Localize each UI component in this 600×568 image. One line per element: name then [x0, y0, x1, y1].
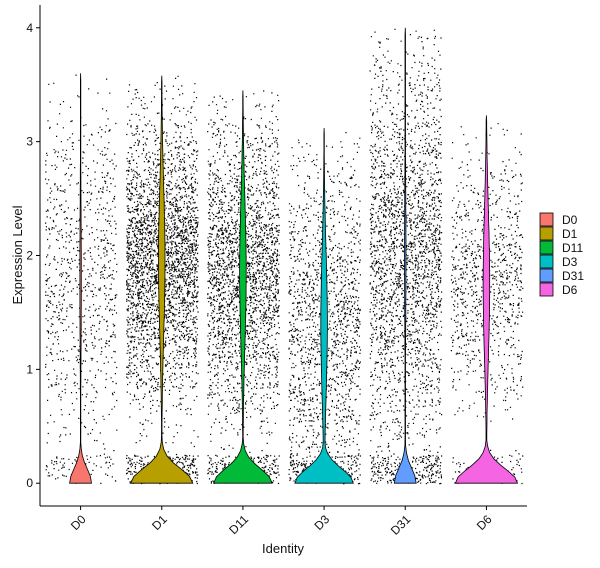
x-tick-label-D11: D11: [226, 512, 251, 537]
legend-label-D6: D6: [562, 283, 578, 297]
jitter-D11: [207, 90, 280, 485]
x-tick-label-D31: D31: [388, 512, 414, 538]
violins: [69, 27, 519, 484]
jitter-points: [44, 28, 524, 485]
violin-D11: [213, 90, 273, 484]
legend-swatch-D3: [539, 254, 554, 269]
legend-label-D3: D3: [562, 255, 578, 269]
legend-swatch-D31: [539, 268, 554, 283]
legend-swatch-D6: [539, 282, 554, 297]
x-tick-label-D1: D1: [149, 512, 170, 533]
x-tick-label-D0: D0: [68, 512, 89, 533]
violin-D1: [130, 75, 194, 484]
legend-label-D31: D31: [562, 269, 584, 283]
legend-swatch-D1: [539, 226, 554, 241]
y-tick-label-4: 4: [26, 21, 33, 35]
y-tick-label-2: 2: [26, 249, 33, 263]
violin-D31: [393, 27, 417, 484]
violin-D0: [69, 73, 92, 484]
legend-label-D11: D11: [562, 241, 583, 255]
legend-swatch-D0: [539, 212, 554, 227]
jitter-points-D11: [207, 90, 280, 485]
axes: [39, 5, 527, 507]
violin-D6: [454, 115, 519, 484]
violin-D3: [294, 127, 354, 484]
x-tick-label-D6: D6: [474, 512, 495, 533]
legend-swatch-D11: [539, 240, 554, 255]
y-axis-title: Expression Level: [10, 205, 25, 304]
x-axis-title: Identity: [262, 541, 304, 556]
legend-label-D0: D0: [562, 213, 578, 227]
y-tick-label-3: 3: [26, 135, 33, 149]
x-tick-label-D3: D3: [311, 512, 332, 533]
y-tick-label-1: 1: [26, 362, 33, 376]
y-tick-label-0: 0: [26, 476, 33, 490]
legend-label-D1: D1: [562, 227, 578, 241]
